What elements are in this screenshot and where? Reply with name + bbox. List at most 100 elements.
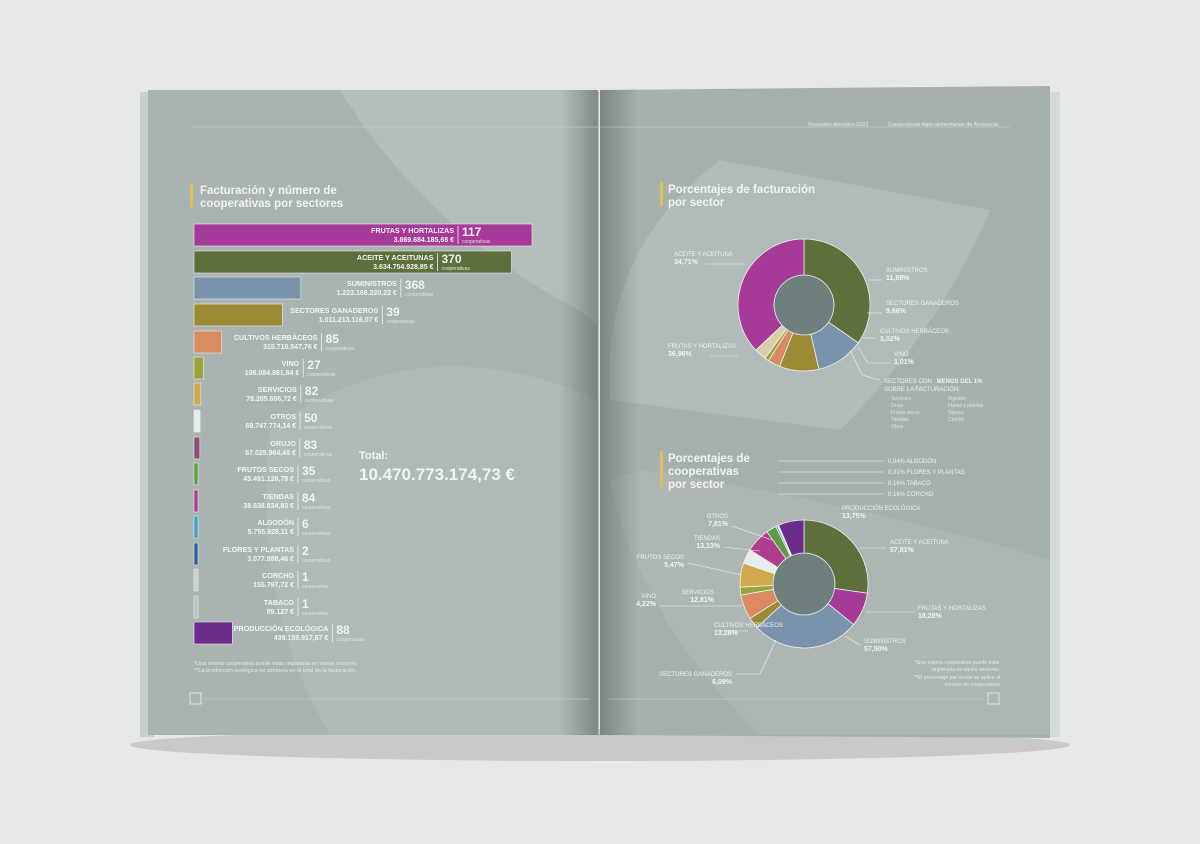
slice-pct-label: 13,75% bbox=[842, 513, 867, 520]
pie2-title-line2: cooperativas bbox=[668, 466, 739, 478]
pie-chart-cooperativas: 0,94% ALGODÓN 0,31% FLORES Y PLANTAS 0,16%… bbox=[636, 458, 986, 686]
pie2-title-line3: por sector bbox=[668, 479, 725, 491]
slice-name-label: SECTORES GANADEROS bbox=[659, 672, 732, 678]
small-sector-label: 0,31% FLORES Y PLANTAS bbox=[888, 470, 965, 476]
bar-value-label: 45.491.126,78 € bbox=[243, 476, 294, 483]
bar-count-unit: cooperativas bbox=[302, 558, 331, 564]
bar-count-label: 6 bbox=[302, 517, 309, 531]
bar-13 bbox=[193, 568, 199, 592]
small-sector-label: 0,16% TABACO bbox=[888, 481, 931, 487]
bar-category-label: ALGODÓN bbox=[257, 518, 294, 527]
right-footnote-3: **El porcentaje por sector se aplica al bbox=[914, 675, 1000, 681]
slice-pct-label: 18,28% bbox=[918, 613, 943, 620]
minor-header-2: SOBRE LA FACTURACIÓN: bbox=[884, 386, 960, 393]
left-title-line1: Facturación y número de bbox=[200, 185, 337, 197]
bar-value-label: 155.797,72 € bbox=[253, 582, 294, 589]
bar-value-label: 89.127 € bbox=[267, 609, 294, 616]
bar-14 bbox=[193, 595, 199, 619]
right-footnote-4: número de cooperativas bbox=[944, 682, 1000, 688]
donut-hole bbox=[774, 275, 834, 335]
slice-name-label: VINO bbox=[894, 352, 909, 358]
pie1-title-line2: por sector bbox=[668, 197, 725, 209]
slice-0 bbox=[803, 238, 871, 344]
bar-category-label: ACEITE Y ACEITUNAS bbox=[357, 253, 434, 262]
slice-name-label: SERVICIOS bbox=[681, 590, 714, 596]
bar-category-label: CULTIVOS HERBÁCEOS bbox=[234, 333, 318, 342]
leader-line bbox=[849, 349, 881, 381]
bar-1 bbox=[193, 250, 512, 274]
bar-15 bbox=[193, 621, 233, 645]
right-footnote-2: registrada en varios sectores. bbox=[932, 667, 1000, 673]
bar-value-label: 1.223.168.220,22 € bbox=[336, 290, 396, 297]
slice-pct-label: 34,71% bbox=[674, 259, 699, 266]
slice-name-label: CULTIVOS HERBÁCEOS bbox=[714, 622, 783, 629]
minor-sector-item: · Tiendas bbox=[888, 417, 909, 423]
bar-count-label: 35 bbox=[302, 464, 316, 478]
bar-count-unit: cooperativas bbox=[405, 292, 434, 298]
bar-3 bbox=[193, 303, 283, 327]
bar-7 bbox=[193, 409, 201, 433]
bar-count-unit: cooperativas bbox=[386, 319, 415, 325]
bar-count-label: 88 bbox=[336, 623, 350, 637]
bar-value-label: 3.869.684.185,68 € bbox=[394, 237, 454, 244]
minor-header-1b: MENOS DEL 1% bbox=[937, 379, 984, 385]
leader-line bbox=[857, 346, 890, 364]
bar-count-unit: cooperativas bbox=[441, 266, 470, 272]
minor-sector-item: · Flores y plantas bbox=[945, 403, 984, 409]
bar-count-unit: cooperativas bbox=[302, 505, 331, 511]
slice-pct-label: 1,01% bbox=[894, 359, 915, 366]
left-title-accent bbox=[190, 183, 193, 207]
minor-sector-item: · Otros bbox=[888, 424, 904, 430]
bar-category-label: OTROS bbox=[271, 412, 297, 421]
bar-count-label: 50 bbox=[304, 411, 318, 425]
slice-6 bbox=[737, 238, 805, 351]
bar-6 bbox=[193, 382, 202, 406]
slice-name-label: SECTORES GANADEROS bbox=[886, 301, 959, 307]
minor-sector-item: · Frutos secos bbox=[888, 410, 920, 416]
bar-category-label: SECTORES GANADEROS bbox=[290, 306, 378, 315]
bar-category-label: PRODUCCIÓN ECOLÓGICA bbox=[234, 624, 329, 633]
bar-category-label: SUMINISTROS bbox=[347, 279, 397, 288]
bar-category-label: FRUTOS SECOS bbox=[237, 465, 294, 474]
bar-category-label: TABACO bbox=[264, 598, 295, 607]
leader-line bbox=[723, 546, 761, 552]
slice-14 bbox=[778, 519, 805, 557]
bar-count-label: 39 bbox=[386, 305, 400, 319]
slice-pct-label: 3,02% bbox=[880, 336, 901, 343]
bar-count-label: 83 bbox=[304, 438, 318, 452]
bar-category-label: TIENDAS bbox=[262, 492, 294, 501]
bar-count-unit: cooperativas bbox=[307, 372, 336, 378]
bar-value-label: 69.747.774,14 € bbox=[245, 423, 296, 430]
bar-count-label: 82 bbox=[305, 384, 319, 398]
bar-count-unit: cooperativas bbox=[304, 452, 333, 458]
leader-line bbox=[731, 525, 773, 541]
left-title-line2: cooperativas por sectores bbox=[200, 198, 343, 210]
slice-pct-label: 12,81% bbox=[690, 597, 715, 604]
bar-count-unit: cooperativas bbox=[305, 398, 334, 404]
bar-value-label: 106.084.981,84 € bbox=[245, 370, 300, 377]
bar-count-unit: cooperativas bbox=[304, 425, 333, 431]
total-label: Total: bbox=[359, 450, 388, 462]
minor-header-1a: SECTORES CON bbox=[884, 379, 932, 385]
bar-category-label: CORCHO bbox=[262, 571, 294, 580]
slice-name-label: FRUTAS Y HORTALIZAS bbox=[668, 344, 736, 350]
bar-category-label: FRUTAS Y HORTALIZAS bbox=[371, 226, 454, 235]
bar-value-label: 3.077.988,46 € bbox=[247, 556, 294, 563]
minor-sector-item: · Algodón bbox=[945, 396, 966, 402]
bar-count-label: 368 bbox=[405, 278, 425, 292]
leader-line bbox=[844, 635, 861, 646]
slice-pct-label: 57,81% bbox=[890, 547, 915, 554]
bar-count-label: 27 bbox=[307, 358, 321, 372]
bar-value-label: 3.634.754.928,85 € bbox=[373, 264, 433, 271]
minor-sector-item: · Servicios bbox=[888, 396, 912, 402]
slice-name-label: PRODUCCIÓN ECOLÓGICA bbox=[842, 505, 920, 512]
pie1-title-line1: Porcentajes de facturación bbox=[668, 184, 815, 196]
bar-count-label: 2 bbox=[302, 544, 309, 558]
left-footer-logo bbox=[189, 692, 202, 705]
bar-count-label: 1 bbox=[302, 570, 309, 584]
bar-11 bbox=[193, 515, 199, 539]
bar-count-unit: cooperativa bbox=[302, 611, 328, 617]
header-left-text: Resumen ejecutivo 2022 bbox=[808, 122, 869, 128]
